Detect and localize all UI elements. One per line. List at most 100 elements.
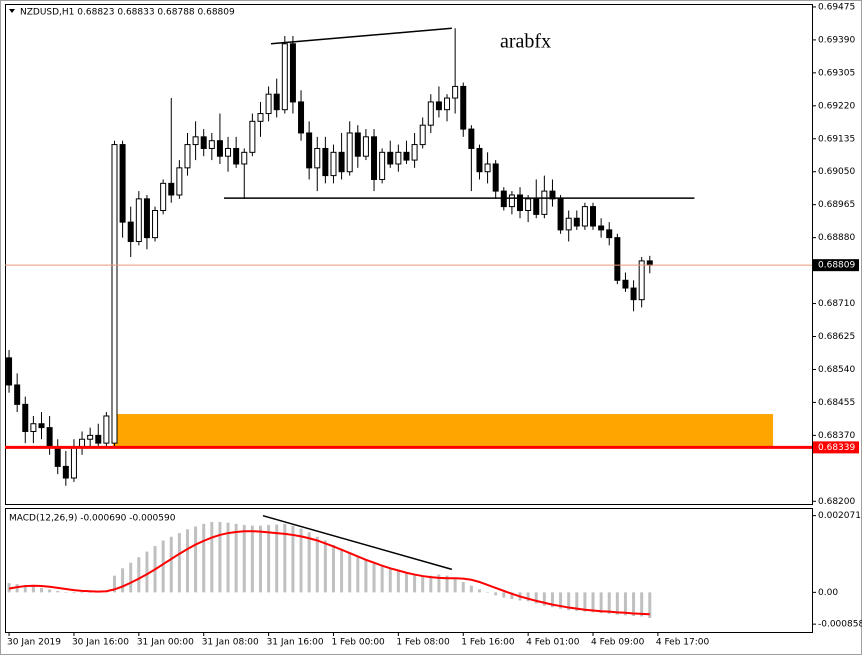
candle-body	[598, 225, 605, 231]
macd-bar	[267, 524, 271, 593]
candle-body	[614, 237, 621, 281]
candle-body	[273, 93, 280, 111]
x-tick-label: 4 Feb 09:00	[591, 638, 645, 648]
candle-body	[484, 163, 491, 173]
y-tick-label: 0.68455	[818, 398, 855, 408]
macd-bar	[185, 529, 189, 593]
macd-bar	[315, 536, 319, 593]
macd-bar	[380, 565, 384, 593]
candle-body	[371, 136, 378, 180]
macd-bar	[258, 525, 262, 593]
candle-body	[379, 151, 386, 180]
candle-body	[54, 446, 61, 467]
y-tick-label: 0.69390	[818, 35, 855, 45]
candle-body	[62, 465, 69, 479]
macd-bar	[348, 552, 352, 593]
macd-panel	[5, 508, 813, 633]
macd-bar	[437, 574, 441, 593]
candle-body	[127, 221, 134, 243]
macd-bar	[599, 592, 603, 614]
macd-bar	[307, 532, 311, 593]
macd-bar	[39, 587, 43, 593]
trendline	[270, 27, 452, 45]
candle-body	[322, 147, 329, 177]
macd-bar	[542, 592, 546, 606]
x-tick-label: 31 Jan 08:00	[202, 638, 259, 648]
macd-bar	[112, 575, 116, 593]
candle-body	[533, 198, 540, 215]
candle-body	[184, 144, 191, 169]
y-tick-label: -0.000858	[818, 620, 862, 630]
y-tick-label: 0.69135	[818, 134, 855, 144]
candle-body	[638, 260, 645, 301]
macd-bar	[632, 592, 636, 617]
macd-bar	[283, 523, 287, 593]
candle-body	[460, 85, 467, 130]
macd-bar	[31, 586, 35, 593]
macd-bar	[218, 521, 222, 593]
candle-body	[216, 140, 223, 157]
macd-bar	[177, 533, 181, 593]
candle-body	[346, 132, 353, 173]
candle-body	[525, 198, 532, 211]
candle-body	[606, 229, 613, 239]
y-tick-label: 0.69050	[818, 167, 855, 177]
macd-bar	[340, 548, 344, 593]
y-tick-label: 0.68200	[818, 497, 855, 507]
x-tick-label: 1 Feb 16:00	[461, 638, 515, 648]
macd-bar	[502, 592, 506, 598]
price-label: 0.68339	[818, 443, 855, 453]
candle-body	[330, 151, 337, 177]
macd-bar	[388, 568, 392, 593]
candle-body	[354, 132, 361, 157]
signal-line	[8, 530, 650, 616]
macd-bar	[429, 575, 433, 593]
candle-body	[6, 357, 13, 386]
macd-bar	[623, 592, 627, 616]
price-label-box	[813, 259, 859, 272]
macd-bar	[275, 524, 279, 593]
macd-bar	[226, 522, 230, 593]
macd-bar	[15, 584, 19, 593]
macd-bar	[477, 589, 481, 593]
candle-body	[387, 151, 394, 165]
candle-body	[233, 147, 240, 165]
candle-body	[281, 43, 288, 111]
candle-body	[476, 147, 483, 173]
macd-bar	[640, 592, 644, 617]
macd-header: MACD(12,26,9) -0.000690 -0.000590	[9, 514, 176, 524]
candle-body	[225, 147, 232, 157]
macd-bar	[469, 585, 473, 593]
x-tick-label: 31 Jan 00:00	[137, 638, 194, 648]
candle-body	[22, 403, 29, 432]
macd-bar	[607, 592, 611, 614]
macd-bar	[461, 581, 465, 593]
candle-body	[411, 144, 418, 161]
candle-body	[338, 151, 345, 173]
candle-body	[70, 446, 77, 479]
macd-bar	[486, 592, 490, 593]
macd-bar	[299, 528, 303, 593]
macd-bar	[396, 570, 400, 593]
candle-body	[419, 124, 426, 146]
macd-bar	[356, 556, 360, 593]
price-label: 0.68809	[818, 261, 855, 271]
macd-bar	[72, 592, 76, 594]
candle-body	[38, 423, 45, 429]
candle-body	[289, 43, 296, 103]
macd-bar	[242, 524, 246, 593]
candle-body	[176, 167, 183, 196]
candle-body	[403, 151, 410, 161]
candle-body	[208, 140, 215, 149]
macd-bar	[80, 592, 84, 594]
candle-body	[444, 97, 451, 111]
candle-body	[452, 85, 459, 99]
macd-bar	[526, 592, 530, 602]
macd-bar	[550, 592, 554, 608]
candle-body	[241, 151, 248, 165]
candle-body	[492, 163, 499, 192]
trendline	[262, 514, 453, 571]
candle-body	[79, 438, 86, 448]
macd-bar	[331, 544, 335, 593]
